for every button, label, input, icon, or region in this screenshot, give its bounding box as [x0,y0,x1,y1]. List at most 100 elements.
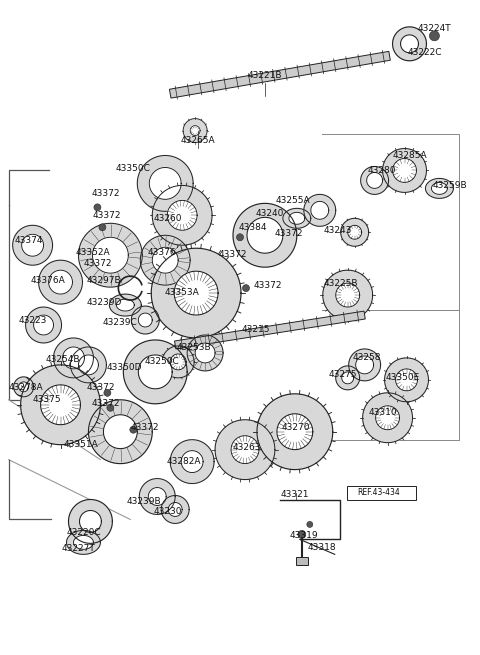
Polygon shape [348,225,361,239]
Text: 43297B: 43297B [86,276,120,285]
Text: 43374: 43374 [14,236,43,245]
Polygon shape [170,440,214,483]
Text: 43372: 43372 [83,259,112,268]
Text: 43239D: 43239D [87,297,122,307]
Polygon shape [383,149,426,193]
Text: 43258: 43258 [352,354,381,362]
Polygon shape [190,126,200,136]
Polygon shape [170,354,186,370]
Text: 43230: 43230 [154,507,182,516]
Text: 43270: 43270 [282,423,310,432]
Text: 43376A: 43376A [30,276,65,285]
Text: 43278A: 43278A [8,383,43,392]
Polygon shape [137,155,193,212]
Text: 43376: 43376 [148,248,177,257]
Polygon shape [93,237,128,273]
Text: 43254B: 43254B [45,356,80,364]
Text: 43260: 43260 [154,214,182,223]
Polygon shape [304,195,336,226]
Text: 43350E: 43350E [385,373,420,383]
Polygon shape [152,185,212,245]
Text: 43223: 43223 [18,316,47,324]
Polygon shape [71,347,107,383]
Circle shape [242,285,250,291]
Text: 43275: 43275 [328,370,357,379]
Text: 43350D: 43350D [107,364,142,373]
Polygon shape [103,415,137,449]
Text: 43352A: 43352A [75,248,110,257]
Text: 43239C: 43239C [103,318,138,326]
Polygon shape [139,479,175,514]
Polygon shape [67,531,100,554]
Circle shape [94,204,101,211]
Polygon shape [54,338,94,378]
Polygon shape [356,356,373,374]
Polygon shape [138,355,172,389]
Text: 43255A: 43255A [276,196,310,205]
Circle shape [307,521,313,527]
Polygon shape [336,366,360,390]
Polygon shape [38,260,83,304]
Bar [296,557,308,565]
Text: 43250C: 43250C [145,358,180,366]
Text: 43351A: 43351A [63,440,98,449]
Polygon shape [175,311,365,349]
Polygon shape [348,349,381,381]
Polygon shape [78,223,142,287]
Circle shape [104,389,111,396]
Polygon shape [342,372,354,384]
FancyBboxPatch shape [347,485,417,500]
Text: 43372: 43372 [275,229,303,238]
Text: 43265A: 43265A [181,136,216,145]
Polygon shape [396,369,418,391]
Polygon shape [78,355,98,375]
Text: 43243: 43243 [324,226,352,234]
Polygon shape [233,203,297,267]
Polygon shape [187,335,223,371]
Polygon shape [367,172,383,189]
Text: 43372: 43372 [130,423,159,432]
Polygon shape [138,313,152,327]
Polygon shape [432,183,447,195]
Text: 43227T: 43227T [61,544,96,553]
Polygon shape [283,208,311,229]
Text: 43318: 43318 [308,543,336,552]
Text: 43372: 43372 [254,280,282,290]
Polygon shape [376,406,399,430]
Polygon shape [393,27,426,61]
Polygon shape [12,225,52,265]
Circle shape [99,224,106,231]
Circle shape [298,531,306,538]
Text: 43353A: 43353A [165,288,200,297]
Text: 43221B: 43221B [248,71,282,80]
Polygon shape [69,500,112,544]
Circle shape [430,31,439,41]
Text: 43372: 43372 [91,400,120,408]
Circle shape [237,234,243,241]
Polygon shape [400,35,419,53]
Text: REF.43-434: REF.43-434 [358,488,400,497]
Text: 43321: 43321 [281,490,309,499]
Polygon shape [161,496,189,523]
Polygon shape [48,270,72,294]
Polygon shape [168,502,182,516]
Text: 43225B: 43225B [324,278,358,288]
Polygon shape [21,365,100,445]
Polygon shape [183,119,207,143]
Polygon shape [341,218,369,246]
Text: 43282A: 43282A [167,457,202,466]
Polygon shape [215,420,275,479]
Text: 43220C: 43220C [66,528,101,537]
Text: 43310: 43310 [368,408,397,417]
Polygon shape [25,307,61,343]
Polygon shape [73,535,94,550]
Text: 43384: 43384 [239,223,267,232]
Polygon shape [152,247,178,273]
Polygon shape [151,248,241,338]
Text: 43285A: 43285A [393,151,427,160]
Text: 43222C: 43222C [408,48,442,57]
Text: 43253B: 43253B [177,343,212,352]
Polygon shape [323,270,372,320]
Polygon shape [425,178,454,198]
Text: 43259B: 43259B [432,181,467,190]
